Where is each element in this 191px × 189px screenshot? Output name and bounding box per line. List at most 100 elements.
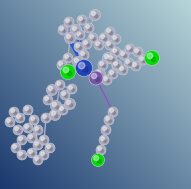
Circle shape xyxy=(41,137,45,140)
Circle shape xyxy=(22,154,24,157)
Circle shape xyxy=(19,152,23,156)
Circle shape xyxy=(60,27,63,30)
Circle shape xyxy=(7,119,11,122)
Circle shape xyxy=(57,82,61,85)
Circle shape xyxy=(129,63,131,66)
Circle shape xyxy=(27,133,37,143)
Circle shape xyxy=(91,153,104,167)
Circle shape xyxy=(103,53,113,64)
Circle shape xyxy=(142,60,146,63)
Circle shape xyxy=(44,139,46,143)
Circle shape xyxy=(15,113,25,123)
Circle shape xyxy=(69,22,71,25)
Circle shape xyxy=(62,29,66,33)
Circle shape xyxy=(88,33,98,43)
Circle shape xyxy=(133,63,137,67)
Circle shape xyxy=(126,60,129,64)
Circle shape xyxy=(51,111,56,115)
Circle shape xyxy=(97,159,101,163)
Circle shape xyxy=(99,44,101,47)
Circle shape xyxy=(101,137,104,140)
Circle shape xyxy=(113,36,117,40)
Circle shape xyxy=(11,143,21,153)
Circle shape xyxy=(111,47,121,57)
Circle shape xyxy=(75,30,85,40)
Circle shape xyxy=(124,54,126,57)
Circle shape xyxy=(32,153,35,156)
Circle shape xyxy=(82,39,92,49)
Circle shape xyxy=(57,60,67,70)
Circle shape xyxy=(70,37,73,41)
Circle shape xyxy=(60,107,63,111)
Circle shape xyxy=(25,125,28,129)
Circle shape xyxy=(29,115,39,125)
Circle shape xyxy=(135,66,138,68)
Circle shape xyxy=(66,100,70,105)
Circle shape xyxy=(77,15,87,25)
Circle shape xyxy=(33,119,36,122)
Circle shape xyxy=(94,40,104,50)
Circle shape xyxy=(100,62,104,66)
Circle shape xyxy=(91,11,96,15)
Circle shape xyxy=(114,62,117,66)
Circle shape xyxy=(28,109,31,112)
Circle shape xyxy=(15,127,19,130)
Circle shape xyxy=(72,26,77,31)
Circle shape xyxy=(49,147,53,150)
Circle shape xyxy=(35,157,39,160)
Circle shape xyxy=(109,44,112,47)
Circle shape xyxy=(103,64,105,67)
Circle shape xyxy=(77,61,81,65)
Circle shape xyxy=(98,60,108,70)
Circle shape xyxy=(99,33,109,43)
Circle shape xyxy=(90,35,94,39)
Circle shape xyxy=(75,29,79,33)
Circle shape xyxy=(55,80,65,90)
Circle shape xyxy=(23,105,33,115)
Circle shape xyxy=(51,89,55,93)
Circle shape xyxy=(33,155,43,165)
Circle shape xyxy=(39,150,49,160)
Circle shape xyxy=(41,113,51,123)
Circle shape xyxy=(151,57,156,62)
Circle shape xyxy=(112,60,122,70)
Circle shape xyxy=(15,147,19,150)
Circle shape xyxy=(17,150,27,160)
Circle shape xyxy=(48,99,50,102)
Circle shape xyxy=(138,55,148,65)
Circle shape xyxy=(65,55,69,59)
Circle shape xyxy=(67,57,70,60)
Circle shape xyxy=(121,52,125,56)
Circle shape xyxy=(105,27,115,37)
Circle shape xyxy=(63,67,69,73)
Circle shape xyxy=(83,67,88,72)
Circle shape xyxy=(109,56,112,60)
Circle shape xyxy=(17,115,20,119)
Circle shape xyxy=(75,60,92,77)
Circle shape xyxy=(89,71,103,85)
Circle shape xyxy=(22,139,24,143)
Circle shape xyxy=(43,95,53,105)
Circle shape xyxy=(67,84,77,94)
Circle shape xyxy=(29,135,32,139)
Circle shape xyxy=(59,62,62,66)
Circle shape xyxy=(131,61,141,71)
Circle shape xyxy=(74,42,84,52)
Circle shape xyxy=(66,34,70,39)
Circle shape xyxy=(99,135,109,145)
Circle shape xyxy=(91,73,97,79)
Circle shape xyxy=(73,57,83,67)
Circle shape xyxy=(118,65,128,75)
Circle shape xyxy=(78,62,85,69)
Circle shape xyxy=(105,129,108,132)
Circle shape xyxy=(96,42,100,46)
Circle shape xyxy=(74,58,79,63)
Circle shape xyxy=(52,102,57,107)
Circle shape xyxy=(13,125,23,135)
Circle shape xyxy=(108,119,112,122)
Circle shape xyxy=(69,86,73,90)
Circle shape xyxy=(60,84,62,88)
Circle shape xyxy=(120,67,124,70)
Circle shape xyxy=(58,25,68,35)
Circle shape xyxy=(29,150,32,153)
